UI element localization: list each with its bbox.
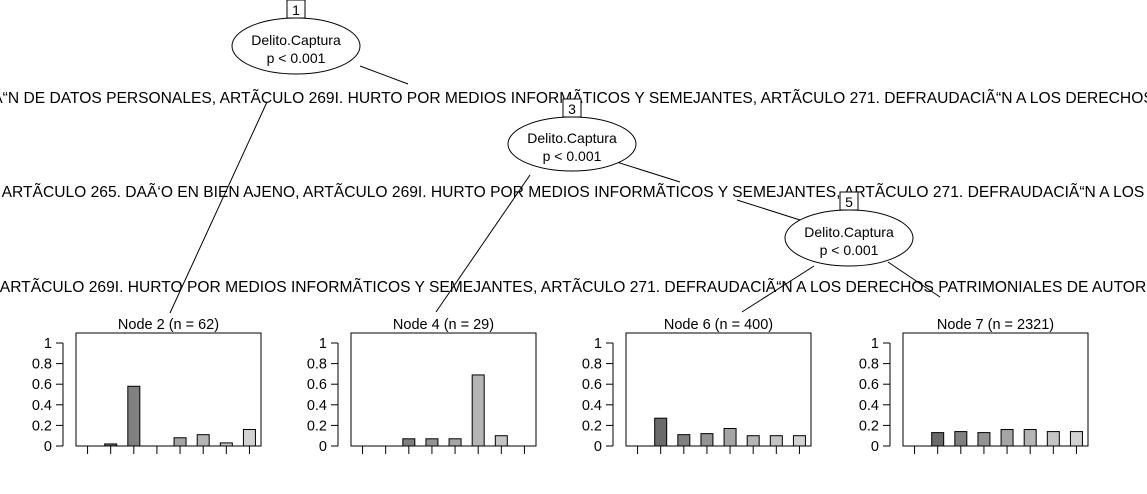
y-tick-label: 0.2 (307, 418, 327, 434)
bar (977, 432, 991, 447)
y-tick-label: 0.4 (307, 398, 327, 414)
split-labels: Ã“N DE DATOS PERSONALES, ARTÃCULO 269I. … (0, 87, 1147, 296)
terminal-title: Node 2 (n = 62) (118, 317, 219, 333)
y-tick-label: 1 (871, 336, 879, 352)
y-tick-label: 0.4 (859, 398, 879, 414)
inner-node: 1 Delito.Captura p < 0.001 (231, 0, 361, 75)
node-id-box (286, 0, 306, 19)
node-id-box (839, 191, 859, 211)
bar (219, 442, 233, 447)
bar (931, 432, 945, 447)
y-tick-label: 1 (594, 336, 602, 352)
tree-edge (741, 265, 815, 313)
tree-edge (435, 174, 531, 313)
inner-nodes: 1 Delito.Captura p < 0.001 3 Delito.Captura p… (231, 0, 914, 267)
bar (792, 435, 806, 447)
y-tick-label: 0.2 (582, 418, 602, 434)
bar (494, 435, 508, 447)
node-variable: Delito.Captura (251, 32, 341, 48)
y-tick-label: 0.8 (582, 357, 602, 373)
y-tick-label: 0.2 (859, 418, 879, 434)
terminal-title: Node 4 (n = 29) (393, 317, 494, 333)
bar (104, 443, 118, 447)
split-label: Ã“N DE DATOS PERSONALES, ARTÃCULO 269I. … (0, 87, 1147, 107)
node-id: 1 (292, 2, 300, 18)
terminal-node: Node 2 (n = 62) 0 0.2 0.4 0.6 0.8 1 (32, 317, 262, 455)
bar (746, 435, 760, 447)
y-tick-label: 0.4 (582, 398, 602, 414)
node-id-box (562, 98, 582, 118)
inner-node: 3 Delito.Captura p < 0.001 (507, 98, 637, 172)
node-pvalue: p < 0.001 (820, 242, 879, 258)
y-tick-label: 0.6 (307, 377, 327, 393)
node-pvalue: p < 0.001 (267, 50, 326, 66)
bar (471, 374, 485, 447)
plot-frame (75, 332, 262, 447)
y-tick-label: 0.4 (32, 398, 52, 414)
inner-node: 5 Delito.Captura p < 0.001 (784, 191, 914, 267)
bar (448, 438, 462, 447)
bar (127, 385, 141, 447)
bar (769, 435, 783, 447)
y-tick-label: 0.2 (32, 418, 52, 434)
bar (723, 427, 737, 447)
bar (425, 438, 439, 447)
bar (196, 434, 210, 447)
y-tick-label: 0.6 (32, 377, 52, 393)
split-label: ARTÃCULO 269I. HURTO POR MEDIOS INFORMÃT… (0, 276, 1146, 296)
bar (242, 429, 256, 447)
bar (1069, 431, 1083, 447)
bar (1023, 429, 1037, 447)
y-tick-label: 0 (44, 439, 52, 455)
tree-edge (736, 199, 801, 221)
bar (173, 437, 187, 447)
tree-edge (169, 101, 268, 314)
terminal-node: Node 6 (n = 400) 0 0.2 0.4 0.6 0.8 1 (582, 317, 812, 455)
node-id: 3 (568, 101, 576, 117)
bar (954, 431, 968, 447)
bar (402, 438, 416, 447)
y-tick-label: 1 (44, 336, 52, 352)
terminal-title: Node 6 (n = 400) (664, 317, 773, 333)
y-tick-label: 0 (871, 439, 879, 455)
bar (700, 433, 714, 447)
node-variable: Delito.Captura (527, 130, 617, 146)
terminal-title: Node 7 (n = 2321) (937, 317, 1054, 333)
terminal-node: Node 7 (n = 2321) 0 0.2 0.4 0.6 0.8 1 (859, 317, 1089, 455)
node-id: 5 (845, 194, 853, 210)
y-tick-label: 0.6 (859, 377, 879, 393)
plot-frame (350, 332, 537, 447)
plot-frame (625, 332, 812, 447)
y-tick-label: 0 (594, 439, 602, 455)
bar (677, 434, 691, 447)
split-label: ARTÃCULO 265. DAÃ‘O EN BIEN AJENO, ARTÃC… (2, 181, 1145, 201)
terminal-node: Node 4 (n = 29) 0 0.2 0.4 0.6 0.8 1 (307, 317, 537, 455)
y-tick-label: 0.8 (32, 357, 52, 373)
tree-edge (887, 261, 941, 298)
y-tick-label: 0 (319, 439, 327, 455)
node-pvalue: p < 0.001 (543, 148, 602, 164)
tree-edge (359, 65, 409, 85)
y-tick-label: 0.6 (582, 377, 602, 393)
y-tick-label: 1 (319, 336, 327, 352)
y-tick-label: 0.8 (307, 357, 327, 373)
bar (1000, 429, 1014, 447)
plot-frame (902, 332, 1089, 447)
bar (654, 417, 668, 447)
y-tick-label: 0.8 (859, 357, 879, 373)
node-variable: Delito.Captura (804, 224, 894, 240)
bar (1046, 431, 1060, 447)
